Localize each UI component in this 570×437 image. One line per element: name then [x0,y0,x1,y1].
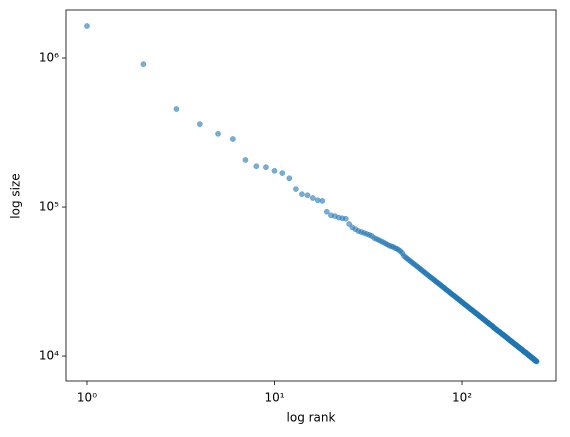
point [319,198,326,204]
point [271,167,278,174]
point [293,186,299,192]
point [140,61,147,67]
y-tick-label: 10⁴ [39,349,59,363]
point [533,358,540,365]
x-tick-label: 10² [452,391,472,405]
point [230,136,236,142]
point [346,221,352,227]
point [279,170,286,176]
x-tick-label: 10⁰ [77,391,97,405]
y-axis-label: log size [9,173,23,218]
plot-frame [65,9,557,382]
point [314,197,321,204]
x-tick-label: 10¹ [264,391,284,405]
y-tick-label: 10⁶ [39,51,59,65]
point [286,175,293,182]
point [342,215,349,222]
point [173,106,180,112]
point [84,23,90,29]
x-axis-label: log rank [287,411,336,425]
point [323,208,330,215]
point [215,130,221,137]
y-tick-label: 10⁵ [39,200,59,214]
point [304,192,311,199]
point [309,195,316,201]
point [242,157,249,163]
point [263,164,269,171]
point [253,163,260,170]
point [197,121,203,127]
point [299,191,305,198]
